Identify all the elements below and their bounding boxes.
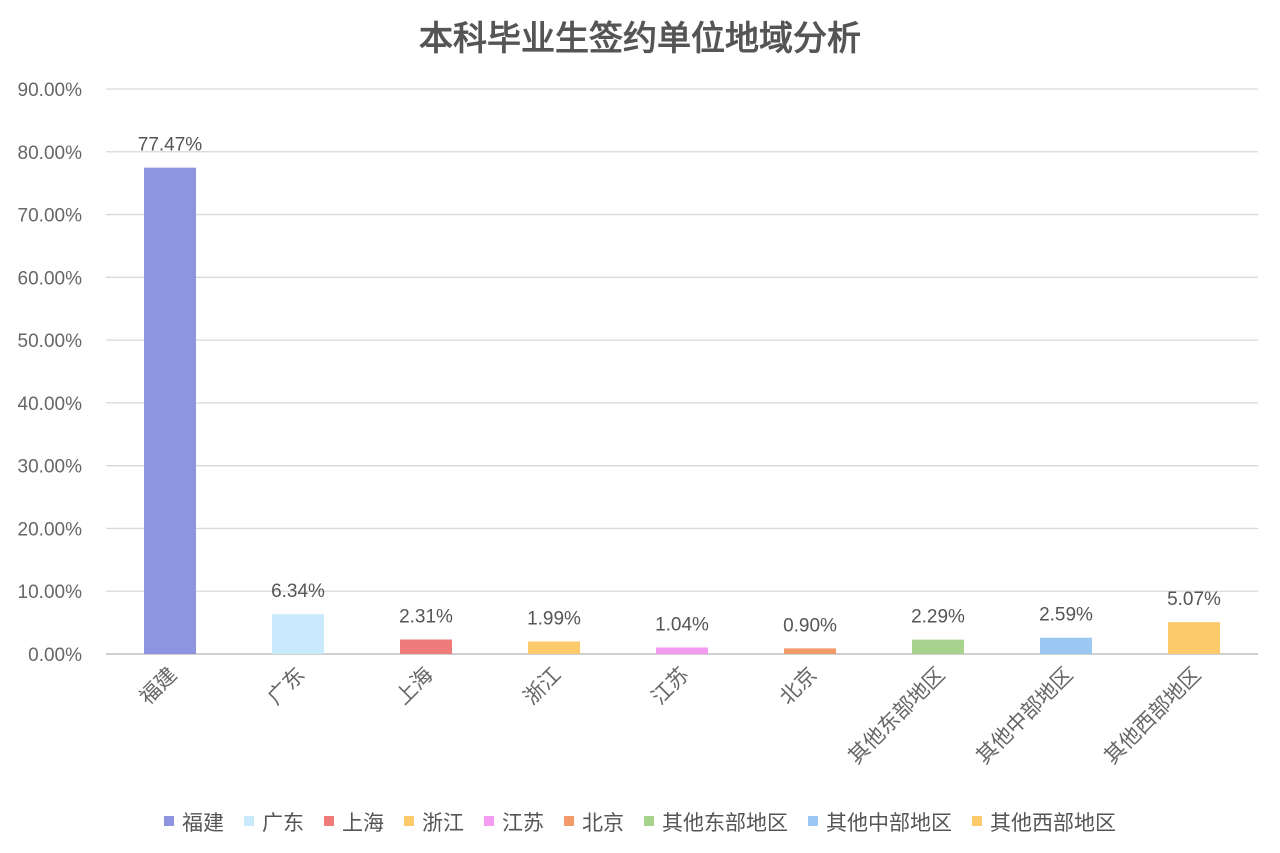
chart-title: 本科毕业生签约单位地域分析: [419, 19, 861, 59]
y-tick-label: 70.00%: [18, 206, 83, 227]
data-label: 5.07%: [1167, 589, 1221, 610]
data-label: 2.31%: [399, 606, 453, 627]
legend-item: 其他中部地区: [808, 811, 952, 835]
bar: [528, 641, 580, 654]
legend-label: 江苏: [502, 811, 544, 835]
legend-item: 江苏: [484, 811, 544, 835]
y-axis-ticks: 0.00% 10.00% 20.00% 30.00% 40.00% 50.00% 60.00…: [18, 80, 83, 666]
data-label: 6.34%: [271, 581, 325, 602]
x-tick-label: 上海: [391, 663, 438, 710]
bar: [1040, 637, 1092, 654]
data-label: 77.47%: [138, 135, 203, 156]
x-tick-label: 其他东部地区: [843, 663, 949, 769]
data-label: 0.90%: [783, 615, 837, 636]
y-tick-label: 40.00%: [18, 394, 83, 415]
y-tick-label: 30.00%: [18, 457, 83, 478]
gridlines: [106, 88, 1258, 655]
bar: [784, 648, 836, 654]
y-tick-label: 50.00%: [18, 331, 83, 352]
legend-swatch: [564, 816, 574, 826]
legend-label: 上海: [342, 811, 384, 835]
legend-label: 其他西部地区: [990, 811, 1116, 835]
x-tick-label: 福建: [135, 663, 182, 710]
data-labels: 77.47% 6.34% 2.31% 1.99% 1.04% 0.90% 2.29% 2.59…: [138, 135, 1221, 637]
legend-item: 福建: [164, 811, 224, 835]
y-tick-label: 60.00%: [18, 268, 83, 289]
x-tick-label: 浙江: [519, 663, 566, 710]
legend-swatch: [972, 816, 982, 826]
legend-label: 北京: [582, 811, 624, 835]
bar: [400, 639, 452, 654]
x-tick-label: 其他西部地区: [1099, 663, 1205, 769]
bar: [1168, 622, 1220, 654]
bar: [144, 167, 196, 654]
legend-item: 北京: [564, 811, 624, 835]
legend-swatch: [244, 816, 254, 826]
x-axis-ticks: 福建 广东 上海 浙江 江苏 北京 其他东部地区 其他中部地区 其他西部地区: [135, 663, 1206, 769]
legend-swatch: [404, 816, 414, 826]
data-label: 2.59%: [1039, 605, 1093, 626]
legend-item: 其他东部地区: [644, 811, 788, 835]
legend-item: 广东: [244, 811, 304, 835]
legend: 福建 广东 上海 浙江 江苏 北京 其他东部地区 其他中部地区 其他西部地区: [164, 811, 1116, 835]
x-tick-label: 广东: [263, 663, 310, 710]
bar: [912, 639, 964, 654]
legend-label: 其他中部地区: [826, 811, 952, 835]
y-tick-label: 80.00%: [18, 143, 83, 164]
y-tick-label: 90.00%: [18, 80, 83, 101]
legend-label: 其他东部地区: [662, 811, 788, 835]
legend-swatch: [808, 816, 818, 826]
x-tick-label: 其他中部地区: [971, 663, 1077, 769]
data-label: 2.29%: [911, 607, 965, 628]
y-tick-label: 10.00%: [18, 582, 83, 603]
legend-item: 其他西部地区: [972, 811, 1116, 835]
legend-swatch: [324, 816, 334, 826]
legend-label: 广东: [262, 811, 304, 835]
data-label: 1.99%: [527, 609, 581, 630]
bar: [656, 647, 708, 654]
x-tick-label: 江苏: [647, 663, 694, 710]
bars: [144, 167, 1220, 654]
data-label: 1.04%: [655, 614, 709, 635]
legend-item: 上海: [324, 811, 384, 835]
y-tick-label: 0.00%: [28, 645, 82, 666]
x-tick-label: 北京: [775, 663, 822, 710]
bar: [272, 614, 324, 654]
legend-item: 浙江: [404, 811, 464, 835]
legend-swatch: [164, 816, 174, 826]
legend-swatch: [484, 816, 494, 826]
legend-swatch: [644, 816, 654, 826]
legend-label: 福建: [182, 811, 224, 835]
legend-label: 浙江: [422, 811, 464, 835]
y-tick-label: 20.00%: [18, 519, 83, 540]
